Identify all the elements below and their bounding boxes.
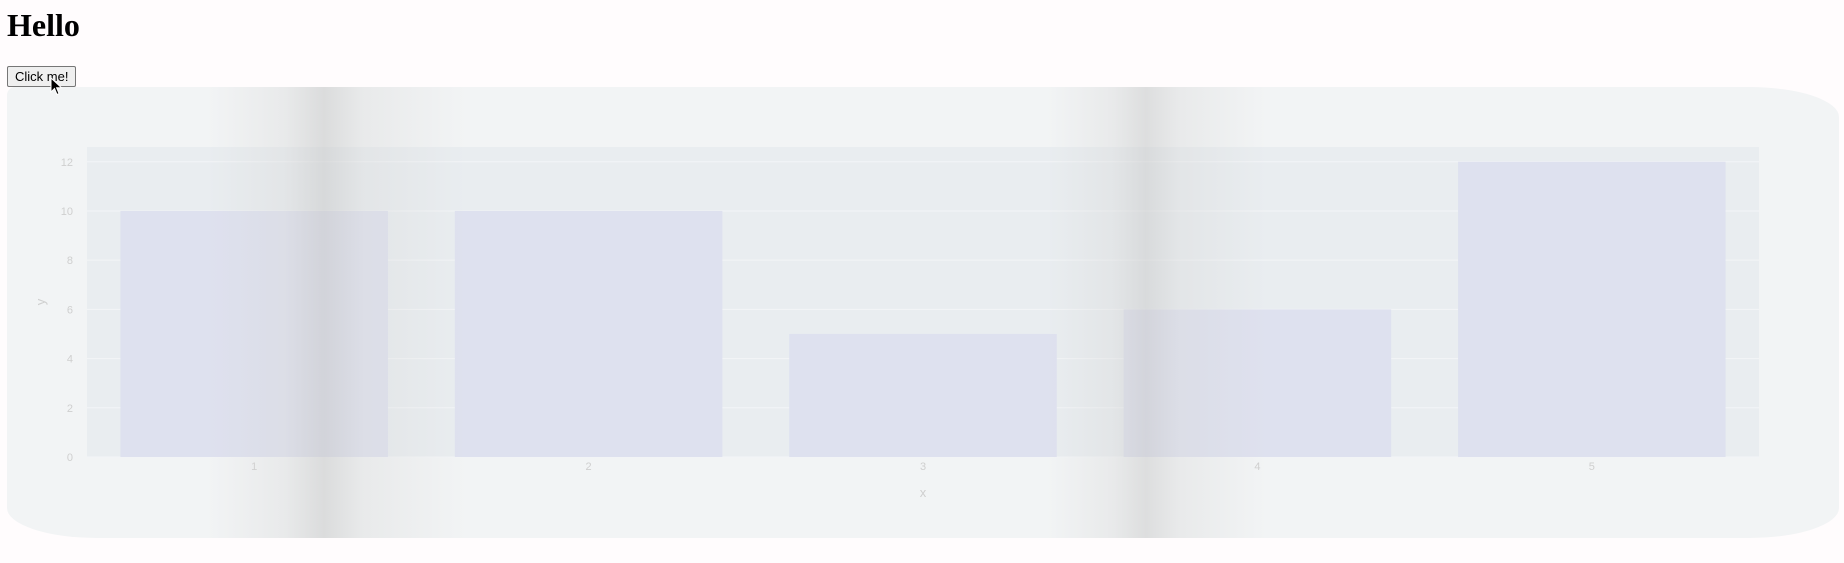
y-tick-label: 2 (67, 403, 73, 415)
x-tick-labels: 1 2 3 4 5 (251, 461, 1595, 473)
y-tick-labels: 0 2 4 6 8 10 12 (61, 157, 73, 464)
y-tick-label: 10 (61, 206, 73, 218)
click-me-button[interactable]: Click me! (7, 66, 77, 87)
bar-4[interactable] (1123, 309, 1392, 457)
y-tick-label: 6 (67, 304, 73, 316)
y-tick-label: 12 (61, 157, 73, 169)
y-tick-label: 4 (67, 354, 73, 366)
x-tick-label: 2 (586, 461, 592, 473)
bar-1[interactable] (120, 210, 388, 457)
mouse-cursor-icon (50, 77, 63, 96)
page-heading: Hello (7, 7, 80, 43)
bar-5[interactable] (1458, 161, 1726, 457)
x-axis-title: x (920, 485, 927, 500)
x-tick-label: 1 (251, 461, 257, 473)
x-tick-label: 3 (920, 461, 926, 473)
bar-3[interactable] (789, 333, 1057, 457)
y-axis-title: y (33, 298, 48, 305)
x-tick-label: 4 (1254, 461, 1260, 473)
bar-2[interactable] (454, 210, 723, 457)
x-tick-label: 5 (1589, 461, 1595, 473)
y-tick-label: 8 (67, 255, 73, 267)
y-tick-label: 0 (67, 452, 73, 464)
